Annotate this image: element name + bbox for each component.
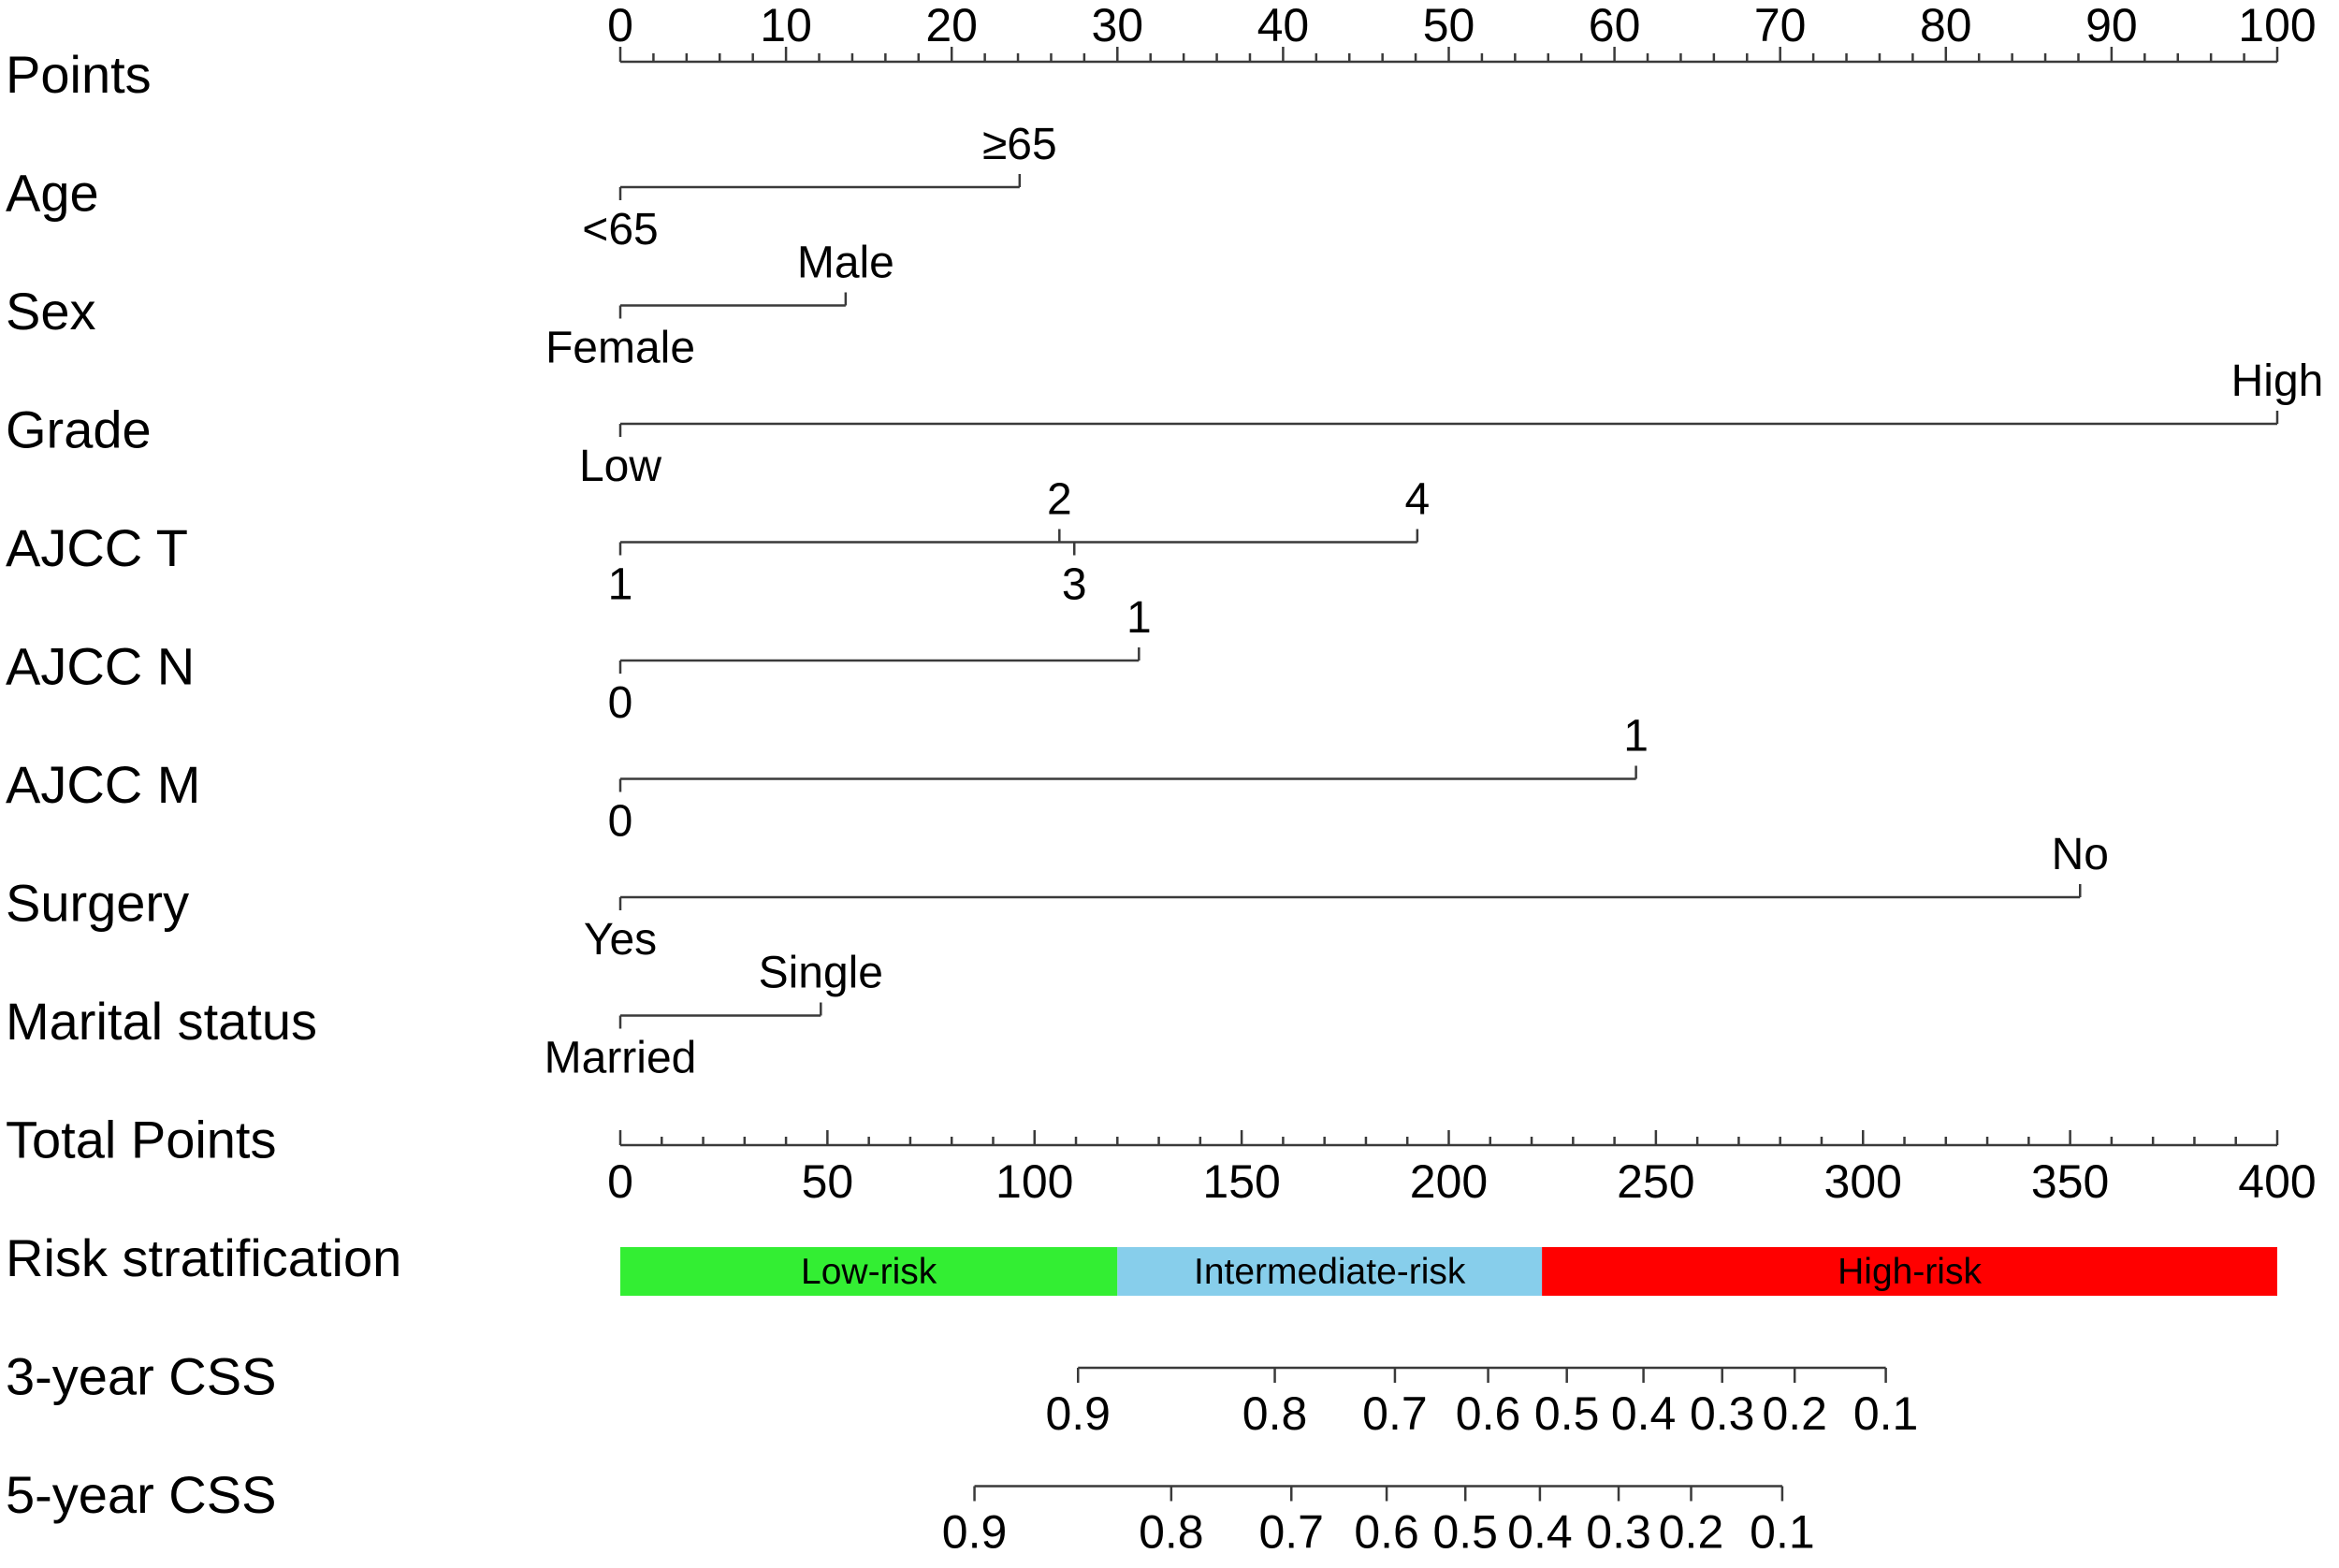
risk-band-label: Intermediate-risk (1194, 1252, 1466, 1292)
risk-band (620, 1247, 1118, 1296)
survival-tick-label: 0.2 (1659, 1506, 1724, 1559)
total-points-tick-label: 150 (1202, 1155, 1280, 1208)
level-label: Yes (584, 915, 657, 965)
points-tick-label: 50 (1423, 0, 1475, 51)
row-label: Risk stratification (6, 1228, 401, 1287)
level-label: <65 (582, 205, 658, 254)
level-label: Male (797, 239, 894, 288)
total-points-tick-label: 50 (802, 1155, 854, 1208)
survival-tick-label: 0.6 (1456, 1387, 1521, 1440)
risk-band-label: High-risk (1838, 1252, 1982, 1292)
survival-tick-label: 0.3 (1586, 1506, 1651, 1559)
level-label: 3 (1062, 560, 1087, 610)
survival-tick-label: 0.8 (1242, 1387, 1308, 1440)
points-tick-label: 20 (925, 0, 978, 51)
level-label: High (2231, 356, 2324, 406)
survival-tick-label: 0.9 (1045, 1387, 1111, 1440)
risk-band (1542, 1247, 2277, 1296)
row-label: Marital status (6, 992, 317, 1051)
total-points-tick-label: 300 (1824, 1155, 1902, 1208)
row-label: AJCC N (6, 637, 195, 696)
total-points-tick-label: 200 (1410, 1155, 1488, 1208)
row-label: Age (6, 164, 99, 223)
points-tick-label: 90 (2085, 0, 2138, 51)
row-label: Sex (6, 282, 96, 341)
level-label: 4 (1404, 475, 1430, 525)
total-points-tick-label: 0 (607, 1155, 633, 1208)
points-tick-label: 0 (607, 0, 633, 51)
survival-tick-label: 0.6 (1354, 1506, 1419, 1559)
row-label: Surgery (6, 874, 189, 933)
level-label: No (2052, 830, 2109, 879)
row-label: Points (6, 45, 152, 104)
row-label: 5-year CSS (6, 1465, 276, 1524)
level-label: 1 (608, 560, 633, 610)
points-tick-label: 30 (1091, 0, 1143, 51)
survival-tick-label: 0.9 (942, 1506, 1008, 1559)
points-tick-label: 10 (760, 0, 812, 51)
level-label: Female (545, 324, 695, 373)
survival-tick-label: 0.1 (1853, 1387, 1919, 1440)
row-label: AJCC M (6, 755, 200, 814)
total-points-tick-label: 250 (1617, 1155, 1694, 1208)
level-label: Single (759, 949, 883, 998)
survival-tick-label: 0.5 (1432, 1506, 1498, 1559)
survival-tick-label: 0.5 (1534, 1387, 1600, 1440)
points-tick-label: 80 (1920, 0, 1972, 51)
survival-tick-label: 0.8 (1139, 1506, 1204, 1559)
row-label: AJCC T (6, 518, 188, 577)
risk-band (1117, 1247, 1543, 1296)
row-label: 3-year CSS (6, 1347, 276, 1406)
points-tick-label: 40 (1257, 0, 1310, 51)
survival-tick-label: 0.3 (1690, 1387, 1755, 1440)
level-label: 2 (1047, 475, 1072, 525)
level-label: 0 (608, 678, 633, 728)
level-label: 1 (1623, 712, 1649, 762)
survival-tick-label: 0.7 (1362, 1387, 1428, 1440)
total-points-tick-label: 350 (2031, 1155, 2109, 1208)
level-label: 0 (608, 797, 633, 847)
total-points-tick-label: 400 (2238, 1155, 2316, 1208)
points-tick-label: 60 (1589, 0, 1641, 51)
survival-tick-label: 0.2 (1762, 1387, 1827, 1440)
level-label: 1 (1126, 593, 1152, 643)
row-label: Total Points (6, 1111, 277, 1169)
level-label: Married (545, 1034, 697, 1083)
survival-tick-label: 0.7 (1258, 1506, 1324, 1559)
points-tick-label: 70 (1754, 0, 1807, 51)
survival-tick-label: 0.1 (1750, 1506, 1815, 1559)
level-label: Low (579, 442, 661, 491)
row-label: Grade (6, 400, 152, 459)
level-label: ≥65 (982, 120, 1057, 169)
risk-band-label: Low-risk (801, 1252, 937, 1292)
survival-tick-label: 0.4 (1507, 1506, 1573, 1559)
survival-tick-label: 0.4 (1611, 1387, 1677, 1440)
points-tick-label: 100 (2238, 0, 2316, 51)
total-points-tick-label: 100 (995, 1155, 1073, 1208)
